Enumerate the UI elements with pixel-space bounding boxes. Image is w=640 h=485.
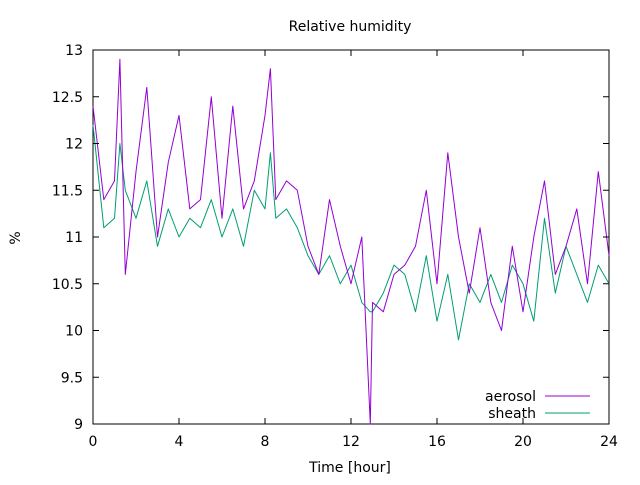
x-tick-label: 8 — [261, 434, 270, 450]
y-tick-label: 9 — [74, 417, 83, 433]
y-tick-label: 11.5 — [52, 183, 83, 199]
x-tick-label: 12 — [342, 434, 360, 450]
tick-layer: 0 4 8 12 16 20 24 9 9.5 10 10.5 11 11.5 12 12.5 13 — [52, 43, 618, 450]
y-tick-label: 11 — [65, 230, 83, 246]
x-tick-label: 24 — [600, 434, 618, 450]
y-tick-label: 12 — [65, 137, 83, 153]
series-line-sheath — [92, 124, 610, 341]
legend-label-aerosol: aerosol — [485, 389, 536, 405]
y-tick-label: 12.5 — [52, 90, 83, 106]
y-tick-label: 10.5 — [52, 277, 83, 293]
legend: aerosol sheath — [485, 389, 590, 422]
chart-title: Relative humidity — [289, 19, 412, 35]
x-tick-label: 16 — [428, 434, 446, 450]
y-axis-label: % — [8, 231, 24, 244]
series-line-aerosol — [92, 58, 610, 425]
legend-label-sheath: sheath — [488, 406, 536, 422]
x-axis-label: Time [hour] — [308, 460, 391, 476]
x-tick-label: 4 — [175, 434, 184, 450]
y-tick-label: 9.5 — [61, 370, 83, 386]
series-layer — [92, 58, 610, 425]
y-tick-label: 10 — [65, 324, 83, 340]
x-tick-label: 20 — [514, 434, 532, 450]
y-tick-label: 13 — [65, 43, 83, 59]
x-tick-label: 0 — [89, 434, 98, 450]
